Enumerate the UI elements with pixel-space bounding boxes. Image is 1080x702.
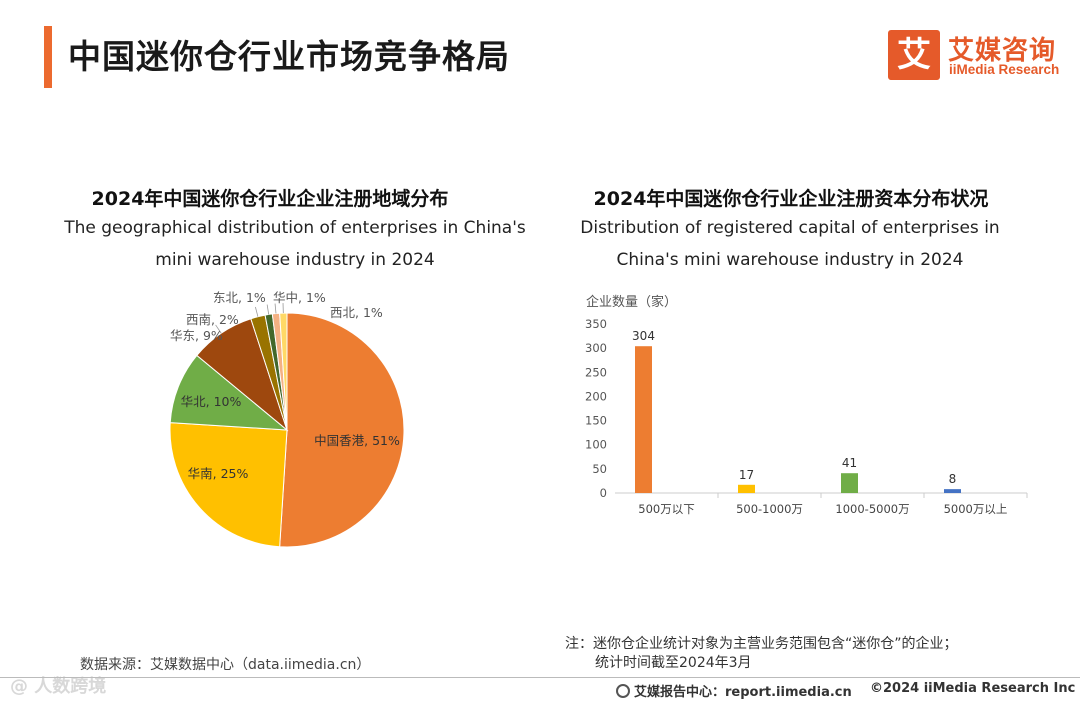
pie-leader-3	[215, 324, 222, 334]
bar-chart-title: 2024年中国迷你仓行业企业注册资本分布状况	[593, 188, 989, 210]
title-accent-bar	[44, 26, 52, 88]
bar-subtitle-line2: China's mini warehouse industry in 2024	[616, 250, 964, 270]
bar-value-label-1: 17	[739, 468, 754, 482]
pie-subtitle-line1: The geographical distribution of enterpr…	[64, 218, 526, 238]
pie-leader-6	[274, 303, 277, 314]
pie-chart: 中国香港, 51% 华南, 25% 华北, 10% 华东, 9%西南, 2% 东北, 1…	[169, 290, 405, 548]
bar-3	[944, 489, 961, 493]
watermark: @ 人数跨境	[10, 676, 107, 697]
pie-label-6: 华中, 1%	[273, 290, 326, 305]
bar-subtitle-line1: Distribution of registered capital of en…	[580, 218, 1000, 238]
footer-divider	[0, 677, 1080, 678]
y-tick-label-0: 0	[600, 486, 607, 500]
bar-value-label-0: 304	[632, 329, 655, 343]
logo-name-en: iiMedia Research	[949, 62, 1060, 77]
pie-leader-4	[255, 306, 259, 317]
logo-mark: 艾	[888, 30, 940, 80]
bar-chart-subtitle: Distribution of registered capital of en…	[540, 212, 1040, 276]
y-tick-label-4: 200	[585, 389, 607, 403]
x-tick-label-0: 500万以下	[638, 502, 694, 516]
x-tick-label-1: 500-1000万	[736, 502, 803, 516]
pie-label-2: 华北, 10%	[181, 394, 242, 409]
bar-chart: 0 50 100 150 200 250 300 350 304 500万以下 17 500-1000…	[585, 317, 1028, 516]
footer-report-center[interactable]: 艾媒报告中心：report.iimedia.cn	[616, 681, 852, 700]
pie-label-0: 中国香港, 51%	[314, 433, 400, 448]
pie-slice-1	[169, 422, 288, 548]
pie-slice-0	[279, 312, 405, 548]
bar-y-axis-unit: 企业数量（家）	[586, 295, 678, 310]
footer-report-text: 艾媒报告中心：report.iimedia.cn	[634, 685, 852, 700]
y-tick-label-2: 100	[585, 438, 607, 452]
pie-slice-2	[169, 354, 289, 431]
bar-value-label-3: 8	[949, 472, 957, 486]
y-tick-label-1: 50	[592, 462, 607, 476]
pie-label-1: 华南, 25%	[188, 466, 249, 481]
globe-icon	[616, 684, 630, 698]
footnote: 注：迷你仓企业统计对象为主营业务范围包含“迷你仓”的企业； 统计时间截至2024…	[565, 635, 958, 673]
pie-label-5: 东北, 1%	[213, 290, 266, 305]
page-title: 中国迷你仓行业市场竞争格局	[68, 37, 510, 76]
pie-slice-7	[279, 312, 288, 431]
pie-chart-title: 2024年中国迷你仓行业企业注册地域分布	[91, 188, 449, 210]
y-tick-label-7: 350	[585, 317, 607, 331]
pie-label-7: 西北, 1%	[330, 305, 383, 320]
bar-1	[738, 484, 755, 493]
y-tick-label-5: 250	[585, 365, 607, 379]
footnote-line1: 注：迷你仓企业统计对象为主营业务范围包含“迷你仓”的企业；	[565, 636, 958, 652]
x-tick-label-2: 1000-5000万	[835, 502, 909, 516]
pie-subtitle-line2: mini warehouse industry in 2024	[155, 250, 435, 270]
y-tick-label-3: 150	[585, 414, 607, 428]
bar-0	[635, 346, 652, 493]
data-source: 数据来源：艾媒数据中心（data.iimedia.cn）	[80, 657, 371, 673]
logo-name-cn: 艾媒咨询	[948, 36, 1057, 66]
footer-copyright: ©2024 iiMedia Research Inc	[870, 681, 1076, 696]
bar-2	[841, 473, 858, 493]
pie-chart-subtitle: The geographical distribution of enterpr…	[20, 212, 570, 276]
footnote-line2: 统计时间截至2024年3月	[595, 655, 752, 671]
x-tick-label-3: 5000万以上	[944, 502, 1008, 516]
iimedia-logo: 艾 艾媒咨询 iiMedia Research	[888, 30, 1063, 80]
y-tick-label-6: 300	[585, 341, 607, 355]
pie-label-4: 西南, 2%	[186, 312, 239, 327]
pie-leader-5	[266, 304, 270, 315]
bar-value-label-2: 41	[842, 456, 857, 470]
pie-label-3: 华东, 9%	[170, 328, 223, 343]
